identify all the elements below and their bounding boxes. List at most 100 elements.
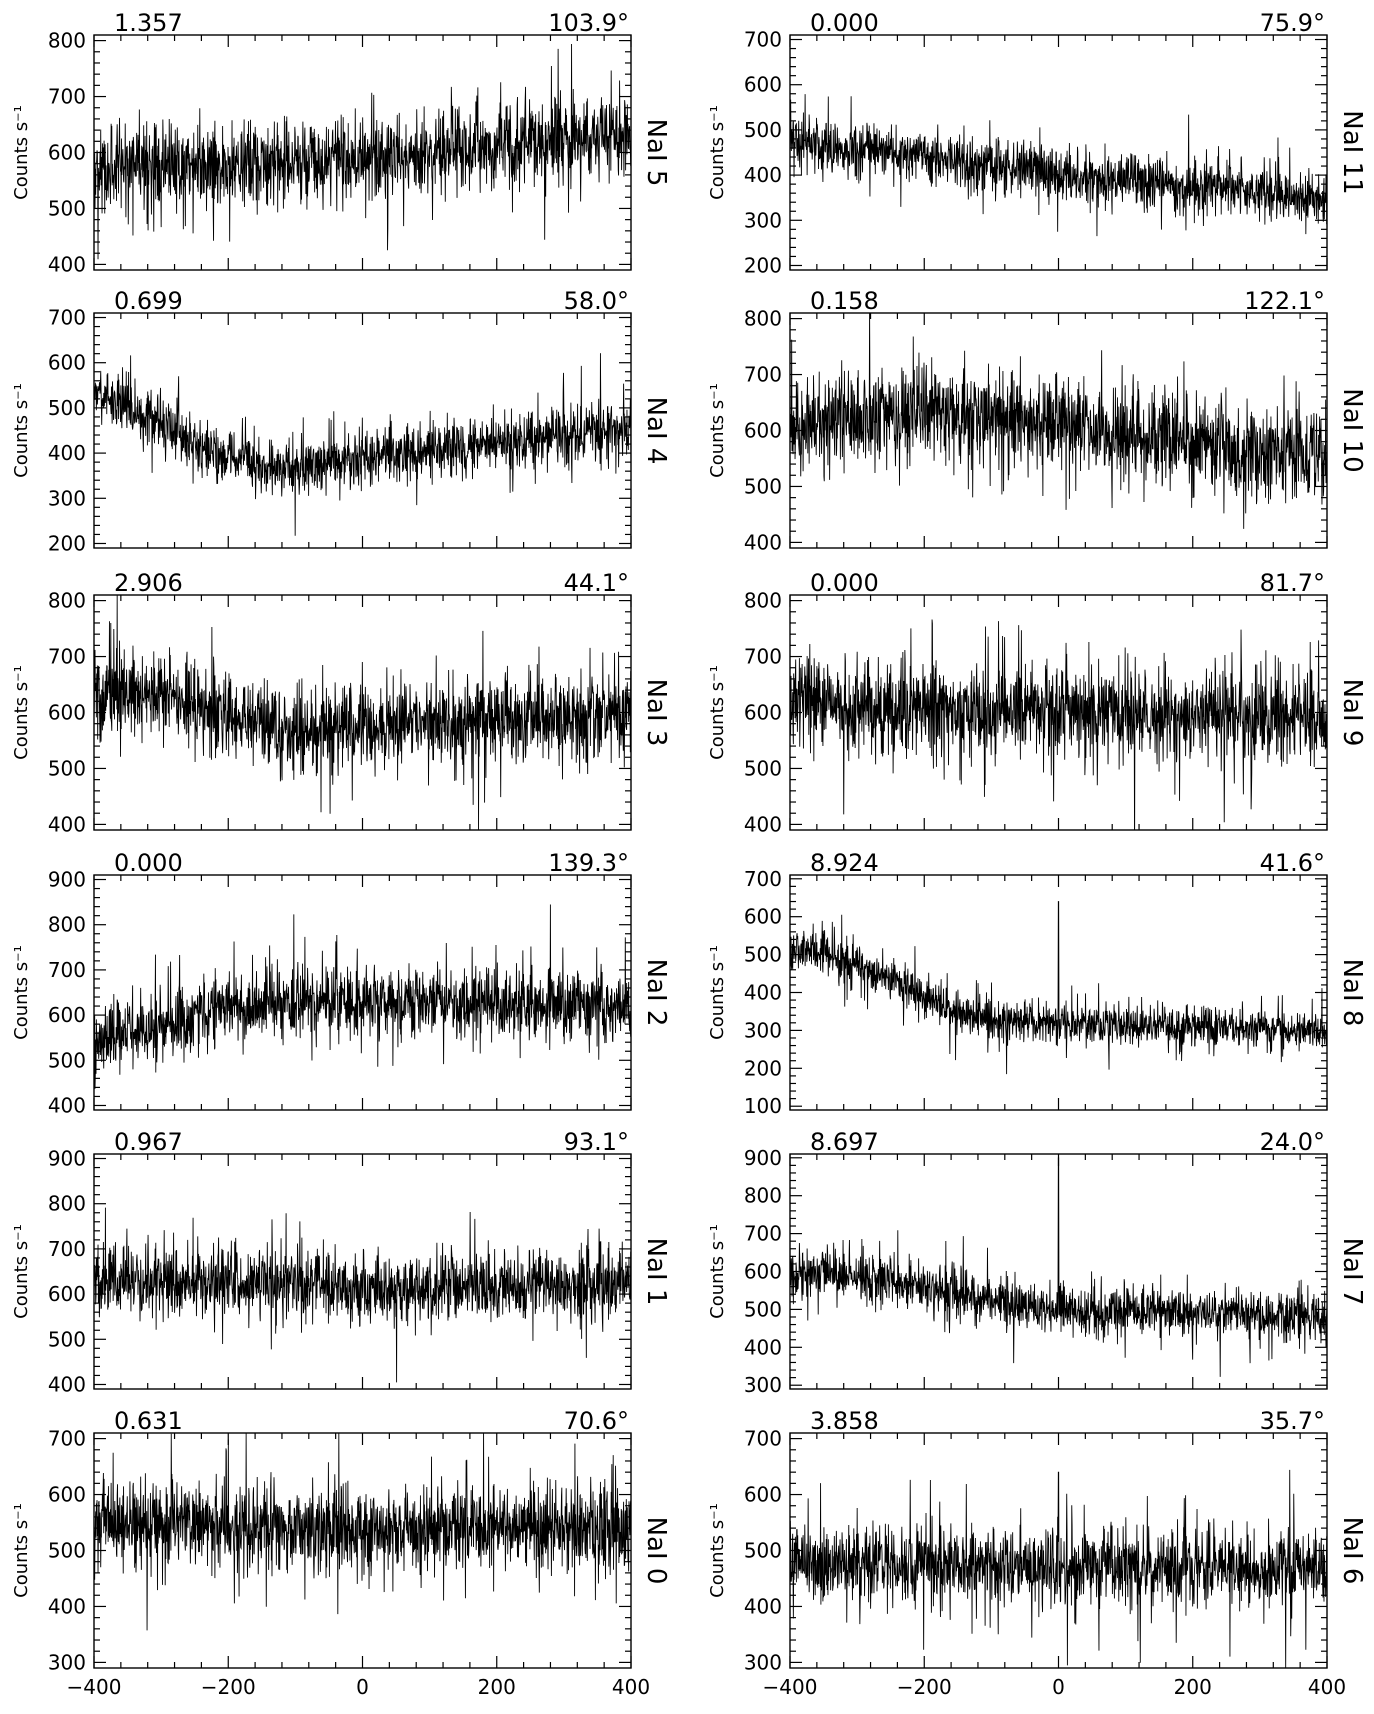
y-tick-label: 200: [744, 1056, 782, 1080]
angle-label: 93.1°: [564, 1128, 629, 1156]
significance-label: 0.000: [810, 569, 879, 597]
y-tick-label: 700: [48, 645, 86, 669]
detector-label: NaI 2: [641, 959, 671, 1027]
y-axis-label: Counts s⁻¹: [11, 945, 32, 1040]
y-tick-label: 700: [744, 645, 782, 669]
y-axis-label: Counts s⁻¹: [11, 665, 32, 760]
lightcurve-series: [790, 1469, 1327, 1668]
x-tick-label: −400: [763, 1675, 818, 1699]
panel-nai3: 400 500 600 700 800 Counts s⁻¹ 2.906 44.1° NaI 3: [11, 569, 671, 836]
y-tick-label: 600: [744, 701, 782, 725]
y-tick-label: 600: [744, 905, 782, 929]
panel-nai10: 400 500 600 700 800 Counts s⁻¹ 0.158 122.1° NaI …: [707, 287, 1367, 554]
y-tick-label: 800: [48, 29, 86, 53]
panel-nai8: 100 200 300 400 500 600 700 Counts s⁻¹ 8.924 41.6…: [707, 849, 1367, 1118]
detector-label: NaI 7: [1337, 1238, 1367, 1306]
y-tick-label: 400: [744, 812, 782, 836]
y-tick-label: 500: [48, 1539, 86, 1563]
y-tick-label: 400: [48, 812, 86, 836]
y-tick-label: 700: [48, 1427, 86, 1451]
y-tick-label: 600: [744, 1483, 782, 1507]
lightcurve-series: [790, 1157, 1327, 1377]
y-tick-label: 200: [48, 531, 86, 555]
angle-label: 41.6°: [1260, 849, 1325, 877]
detector-label: NaI 0: [641, 1517, 671, 1585]
detector-label: NaI 10: [1337, 388, 1367, 472]
angle-label: 75.9°: [1260, 9, 1325, 37]
significance-label: 2.906: [114, 569, 183, 597]
panel-nai0: 300 400 500 600 700 −400 −200 0 200 400 Counts s⁻¹…: [11, 1407, 671, 1699]
detector-label: NaI 3: [641, 679, 671, 747]
y-axis-label: Counts s⁻¹: [707, 105, 728, 200]
detector-label: NaI 8: [1337, 959, 1367, 1027]
lightcurve-series: [94, 595, 631, 830]
y-axis-label: Counts s⁻¹: [11, 1224, 32, 1319]
panel-nai11: 200 300 400 500 600 700 Counts s⁻¹ 0.000 75.9° Na…: [707, 9, 1367, 277]
angle-label: 58.0°: [564, 287, 629, 315]
angle-label: 44.1°: [564, 569, 629, 597]
y-tick-label: 600: [48, 1483, 86, 1507]
panel-nai6: 300 400 500 600 700 −400 −200 0 200 400 Counts s⁻¹…: [707, 1407, 1367, 1699]
x-tick-label: −200: [201, 1675, 256, 1699]
y-tick-label: 800: [744, 589, 782, 613]
y-tick-label: 200: [744, 253, 782, 277]
x-tick-label: −200: [897, 1675, 952, 1699]
y-tick-label: 700: [744, 867, 782, 891]
y-tick-label: 900: [48, 1147, 86, 1171]
detector-label: NaI 6: [1337, 1517, 1367, 1585]
significance-label: 0.000: [810, 9, 879, 37]
y-tick-label: 600: [48, 351, 86, 375]
y-tick-label: 400: [48, 1594, 86, 1618]
angle-label: 70.6°: [564, 1407, 629, 1435]
y-tick-label: 400: [48, 252, 86, 276]
y-tick-label: 500: [744, 943, 782, 967]
y-tick-label: 900: [48, 868, 86, 892]
significance-label: 0.699: [114, 287, 183, 315]
significance-label: 8.924: [810, 849, 879, 877]
y-axis-label: Counts s⁻¹: [707, 1503, 728, 1598]
y-tick-label: 300: [48, 1650, 86, 1674]
lightcurve-series: [94, 353, 631, 536]
x-tick-label: 200: [478, 1675, 516, 1699]
y-axis-label: Counts s⁻¹: [707, 383, 728, 478]
y-tick-label: 700: [48, 85, 86, 109]
y-tick-label: 800: [744, 307, 782, 331]
lightcurve-series: [790, 901, 1327, 1075]
significance-label: 8.697: [810, 1128, 879, 1156]
y-tick-label: 500: [48, 1327, 86, 1351]
y-tick-label: 900: [744, 1146, 782, 1170]
y-tick-label: 300: [48, 486, 86, 510]
y-tick-label: 100: [744, 1094, 782, 1118]
y-tick-label: 600: [744, 1260, 782, 1284]
angle-label: 35.7°: [1260, 1407, 1325, 1435]
y-tick-label: 800: [744, 1184, 782, 1208]
y-tick-label: 300: [744, 208, 782, 232]
angle-label: 103.9°: [548, 9, 629, 37]
panel-nai9: 400 500 600 700 800 Counts s⁻¹ 0.000 81.7° NaI 9: [707, 569, 1367, 836]
y-tick-label: 600: [48, 1282, 86, 1306]
significance-label: 0.000: [114, 849, 183, 877]
y-tick-label: 400: [48, 441, 86, 465]
y-tick-label: 500: [744, 1297, 782, 1321]
panel-nai2: 400 500 600 700 800 900 Counts s⁻¹ 0.000 139.3° N…: [11, 849, 671, 1117]
y-tick-label: 600: [48, 701, 86, 725]
lightcurve-series: [790, 313, 1327, 529]
plot-frame: [93, 1153, 632, 1390]
y-tick-label: 400: [744, 1594, 782, 1618]
y-axis-label: Counts s⁻¹: [11, 383, 32, 478]
lightcurve-series: [94, 1207, 631, 1383]
y-tick-label: 700: [744, 363, 782, 387]
significance-label: 0.967: [114, 1128, 183, 1156]
lightcurve-series: [94, 904, 631, 1089]
detector-label: NaI 1: [641, 1238, 671, 1306]
x-tick-label: 400: [1308, 1675, 1346, 1699]
panel-nai4: 200 300 400 500 600 700 Counts s⁻¹ 0.699 58.0° Na…: [11, 287, 671, 555]
panel-nai5: 400 500 600 700 800 Counts s⁻¹ 1.357 103.9° NaI …: [11, 9, 671, 276]
significance-label: 3.858: [810, 1407, 879, 1435]
y-tick-label: 400: [48, 1372, 86, 1396]
y-tick-label: 700: [48, 958, 86, 982]
y-axis-label: Counts s⁻¹: [11, 1503, 32, 1598]
y-tick-label: 700: [48, 306, 86, 330]
angle-label: 122.1°: [1244, 287, 1325, 315]
y-tick-label: 500: [48, 1048, 86, 1072]
